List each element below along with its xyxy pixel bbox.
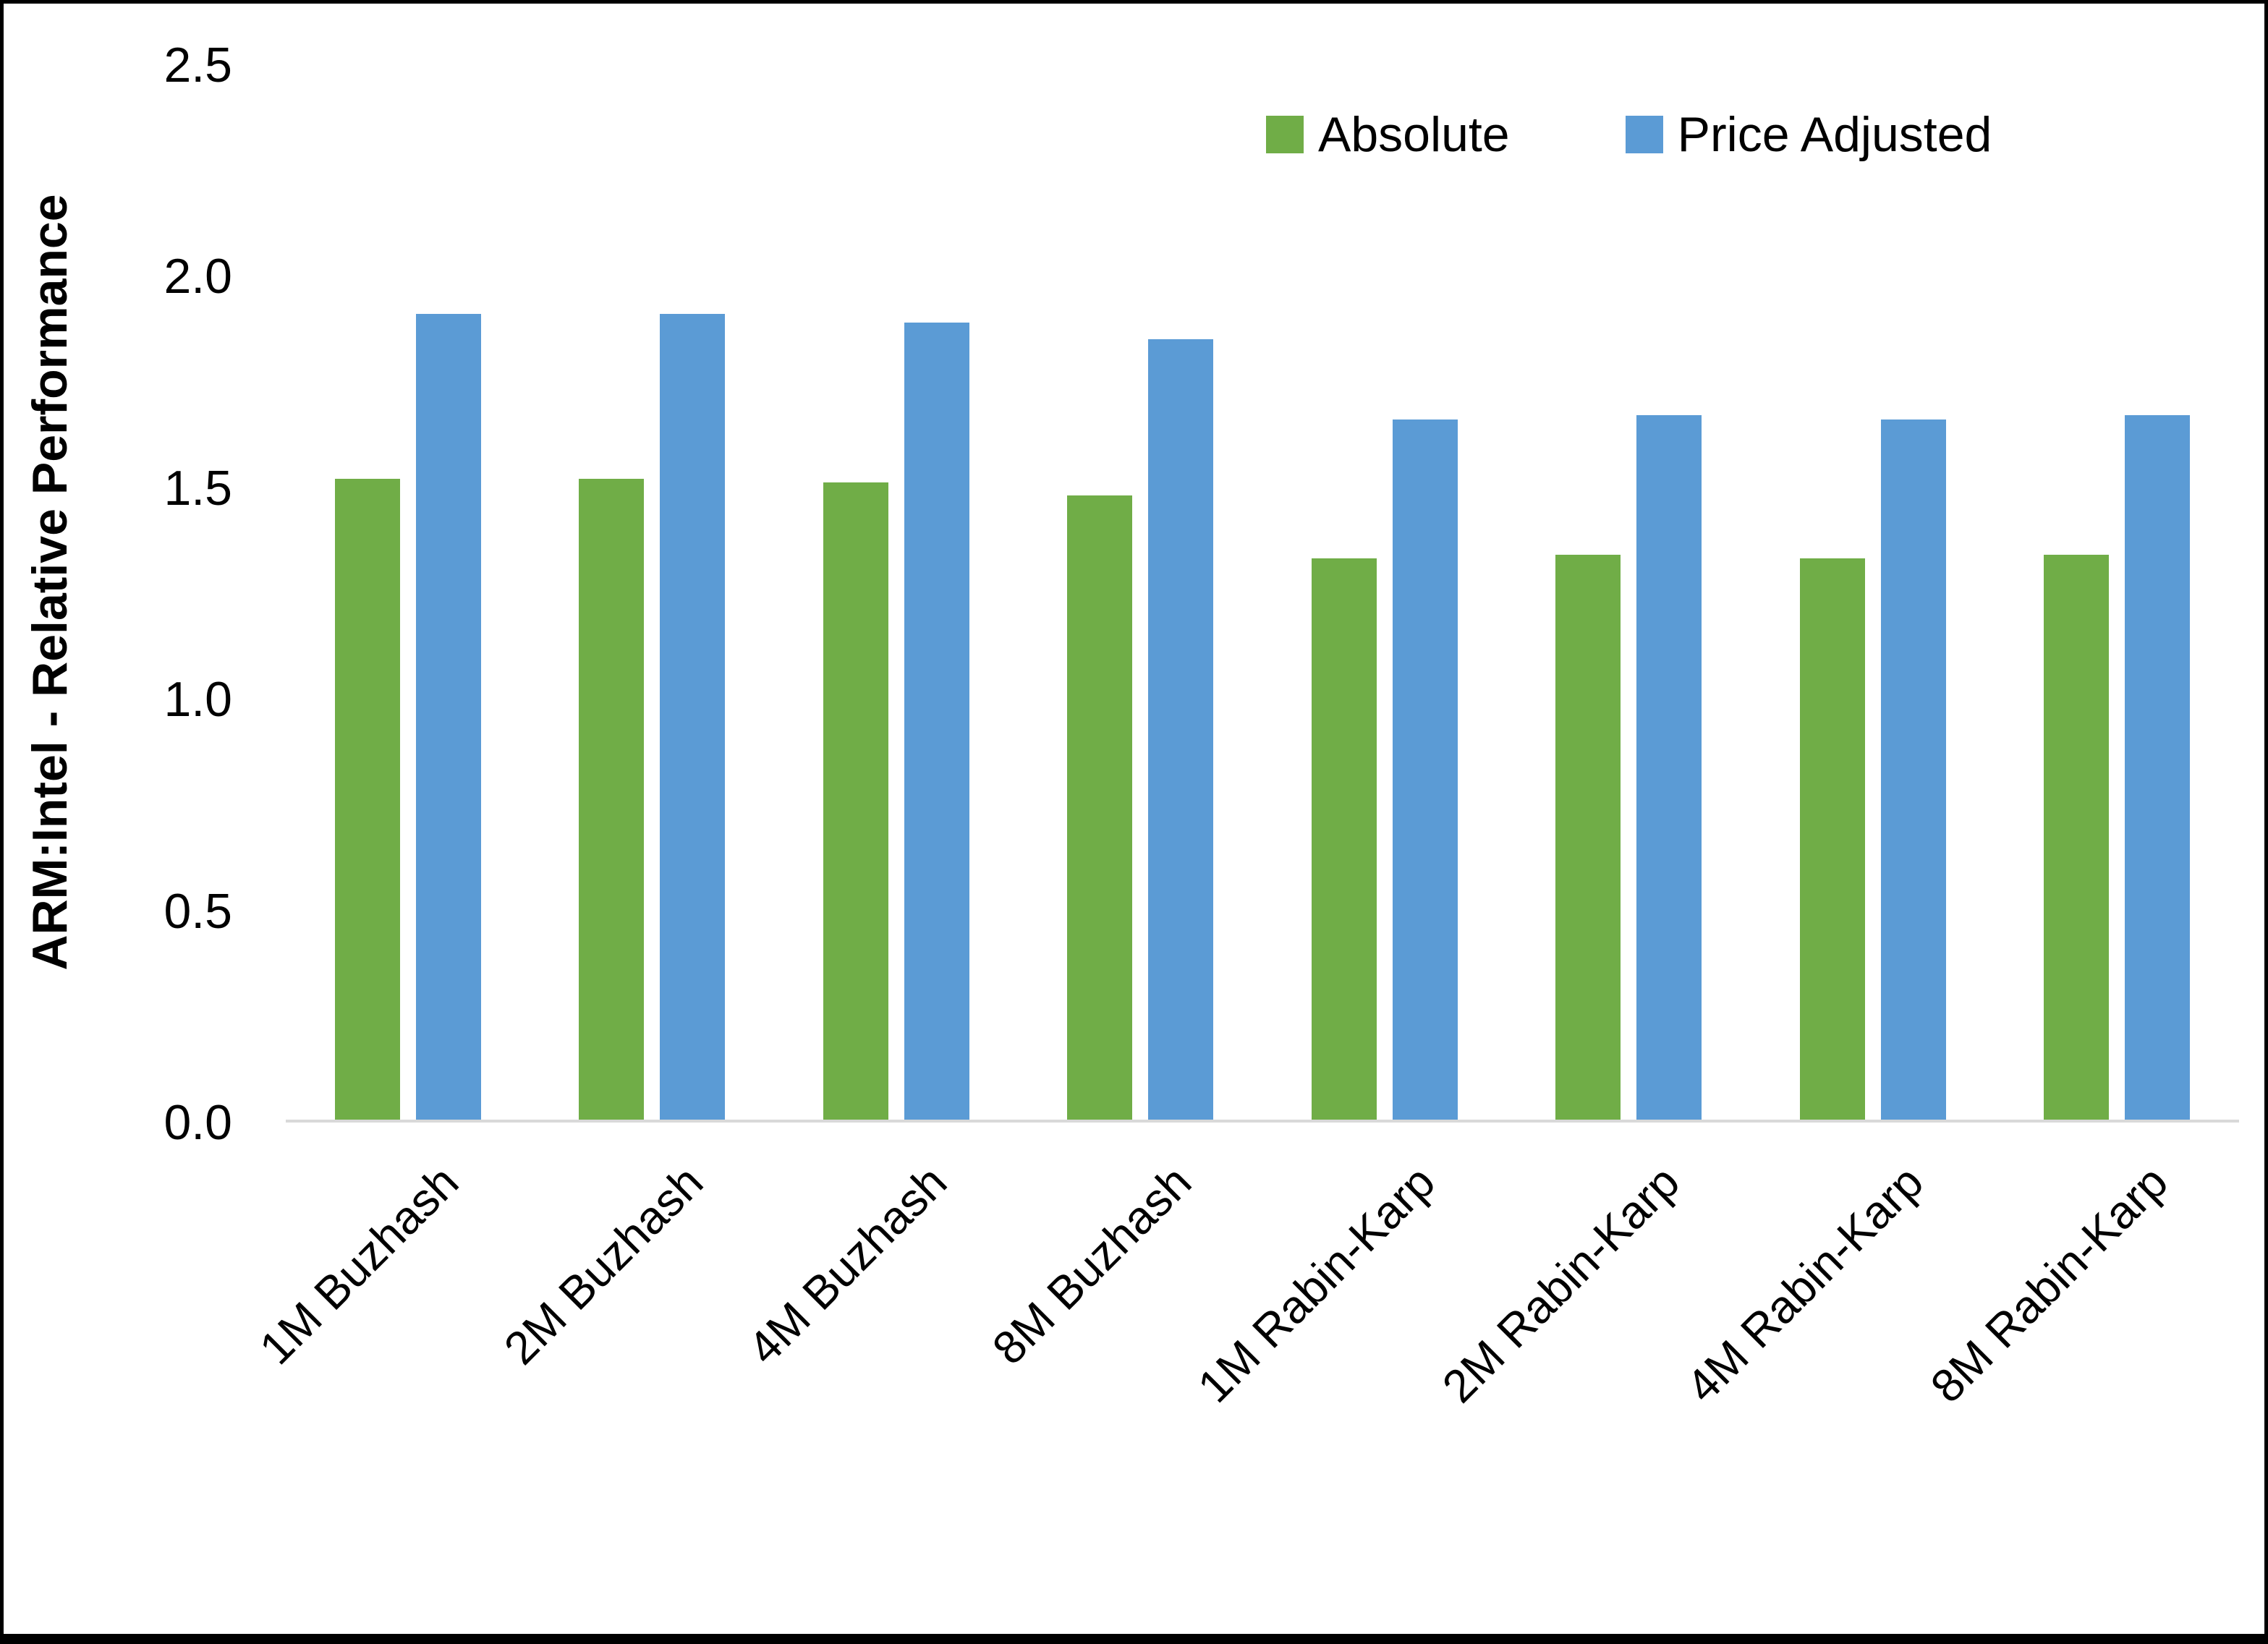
bar-absolute-8m-rabin-karp <box>2044 554 2110 1120</box>
y-tick-label: 0.5 <box>163 883 232 939</box>
y-tick-label: 2.5 <box>163 38 232 93</box>
y-axis-ticks: 0.0 0.5 1.0 1.5 2.0 2.5 <box>4 4 242 1634</box>
x-axis-label-2m-buzhash: 2M Buzhash <box>493 1155 713 1375</box>
legend: Absolute Price Adjusted <box>1266 106 1992 163</box>
x-axis-label-4m-buzhash: 4M Buzhash <box>737 1155 957 1375</box>
y-tick-label: 1.5 <box>163 460 232 516</box>
bar-price-adjusted-8m-buzhash <box>1148 339 1214 1120</box>
x-axis-label-1m-buzhash: 1M Buzhash <box>249 1155 469 1375</box>
bar-price-adjusted-2m-rabin-karp <box>1636 415 1702 1120</box>
bars <box>286 65 2239 1120</box>
x-axis-label-1m-rabin-karp: 1M Rabin-Karp <box>1188 1155 1445 1413</box>
bar-group-2m-rabin-karp <box>1507 65 1751 1120</box>
bar-absolute-4m-rabin-karp <box>1799 558 1865 1120</box>
bar-group-4m-rabin-karp <box>1751 65 1995 1120</box>
legend-swatch-price-adjusted-icon <box>1625 116 1663 153</box>
legend-swatch-absolute-icon <box>1266 116 1304 153</box>
bar-price-adjusted-1m-buzhash <box>415 314 481 1120</box>
legend-item-price-adjusted: Price Adjusted <box>1625 106 1992 163</box>
legend-label-price-adjusted: Price Adjusted <box>1677 107 1992 162</box>
bar-absolute-2m-rabin-karp <box>1555 554 1621 1120</box>
bar-price-adjusted-2m-buzhash <box>660 314 726 1120</box>
bar-group-8m-buzhash <box>1019 65 1263 1120</box>
bar-price-adjusted-4m-buzhash <box>904 322 969 1120</box>
bar-group-8m-rabin-karp <box>1995 65 2240 1120</box>
bar-absolute-8m-buzhash <box>1067 495 1133 1120</box>
bar-price-adjusted-8m-rabin-karp <box>2125 415 2191 1120</box>
bar-group-1m-rabin-karp <box>1262 65 1507 1120</box>
bar-absolute-1m-rabin-karp <box>1311 558 1377 1120</box>
x-axis-label-8m-buzhash: 8M Buzhash <box>982 1155 1201 1375</box>
x-axis-label-8m-rabin-karp: 8M Rabin-Karp <box>1920 1155 2178 1413</box>
bar-price-adjusted-4m-rabin-karp <box>1880 419 1946 1120</box>
plot-area <box>286 65 2239 1123</box>
x-axis-label-2m-rabin-karp: 2M Rabin-Karp <box>1432 1155 1689 1413</box>
x-axis-label-4m-rabin-karp: 4M Rabin-Karp <box>1676 1155 1934 1413</box>
bar-group-1m-buzhash <box>286 65 530 1120</box>
y-tick-label: 1.0 <box>163 672 232 728</box>
bar-group-2m-buzhash <box>530 65 775 1120</box>
y-tick-label: 2.0 <box>163 249 232 304</box>
legend-item-absolute: Absolute <box>1266 106 1510 163</box>
legend-label-absolute: Absolute <box>1318 107 1510 162</box>
bar-price-adjusted-1m-rabin-karp <box>1392 419 1458 1120</box>
bar-absolute-2m-buzhash <box>579 478 645 1120</box>
bar-absolute-1m-buzhash <box>334 478 400 1120</box>
y-tick-label: 0.0 <box>163 1095 232 1150</box>
bar-absolute-4m-buzhash <box>823 482 888 1120</box>
bar-group-4m-buzhash <box>774 65 1019 1120</box>
